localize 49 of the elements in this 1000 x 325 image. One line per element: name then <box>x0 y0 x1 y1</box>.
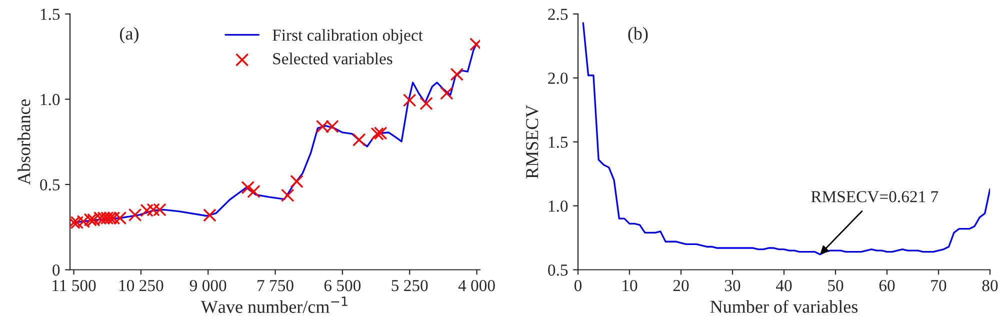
legend-label: First calibration object <box>272 29 423 44</box>
y-tick-label: 0.5 <box>548 264 568 276</box>
x-axis-title: Wave number/cm$^{−1}$ <box>200 296 348 314</box>
y-tick-label: 0 <box>52 264 60 276</box>
point <box>402 94 416 107</box>
x-tick-label: 20 <box>673 280 689 292</box>
point <box>374 126 388 140</box>
legend-label: Selected variables <box>273 52 392 64</box>
y-tick-label: 2.0 <box>548 72 568 84</box>
line-series <box>582 22 990 256</box>
point <box>352 133 366 146</box>
y-tick-label: 1.0 <box>40 94 60 106</box>
x-tick-label: 10 <box>622 280 638 292</box>
point <box>290 174 304 188</box>
x-tick-label: 4 000 <box>458 280 495 292</box>
x-tick-label: 50 <box>828 280 844 292</box>
x-tick-label: 70 <box>931 280 946 292</box>
point <box>280 188 294 202</box>
x-tick-label: 0 <box>574 280 582 292</box>
x-tick-label: 7 750 <box>258 280 294 292</box>
x-tick-label: 60 <box>879 280 895 292</box>
x-tick-label: 10 250 <box>119 280 164 292</box>
point <box>203 208 216 222</box>
point <box>241 180 255 194</box>
point <box>247 184 260 198</box>
point <box>450 68 464 81</box>
annotation: RMSECV=0.621 7 <box>811 191 938 202</box>
y-tick-label: 2.5 <box>548 8 568 20</box>
x-tick-label: 11 500 <box>52 280 96 292</box>
x-tick-label: 40 <box>776 280 792 292</box>
y-tick-label: 0.5 <box>40 179 60 191</box>
x-tick-label: 9 000 <box>190 280 226 292</box>
y-tick-label: 1.5 <box>548 136 568 148</box>
x-tick-label: 80 <box>982 280 998 292</box>
y-axis-title: Absorbance <box>18 99 30 185</box>
annotation: (b) <box>628 27 648 44</box>
annotation: (a) <box>120 27 138 44</box>
x-tick-label: 5 250 <box>392 280 428 292</box>
y-tick-label: 1.0 <box>548 200 568 212</box>
y-axis-title: RMSECV <box>526 104 538 178</box>
point <box>370 127 384 140</box>
point <box>440 86 454 100</box>
point <box>128 208 142 222</box>
point <box>146 203 160 216</box>
x-axis-title: Number of variables <box>710 300 858 313</box>
x-tick-label: 6 500 <box>324 280 361 292</box>
y-tick-label: 1.5 <box>40 8 60 20</box>
x-tick-label: 30 <box>724 280 740 292</box>
point <box>420 96 433 110</box>
